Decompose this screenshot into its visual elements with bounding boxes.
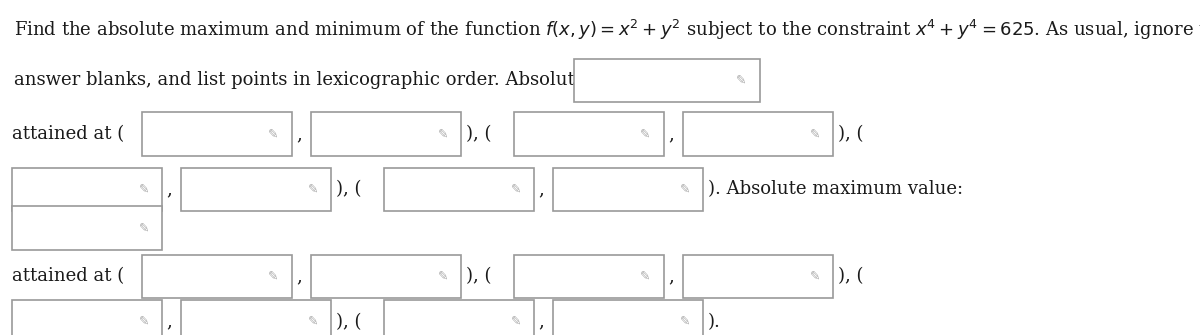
Text: ), (: ), ( xyxy=(336,313,361,331)
FancyBboxPatch shape xyxy=(384,300,534,335)
Text: ), (: ), ( xyxy=(336,180,361,198)
FancyBboxPatch shape xyxy=(553,300,703,335)
FancyBboxPatch shape xyxy=(514,255,664,298)
Text: answer blanks, and list points in lexicographic order. Absolute minimum value:: answer blanks, and list points in lexico… xyxy=(14,71,739,89)
FancyBboxPatch shape xyxy=(311,255,461,298)
Text: ✎: ✎ xyxy=(737,74,746,87)
Text: attained at (: attained at ( xyxy=(12,267,125,285)
Text: ), (: ), ( xyxy=(838,125,863,143)
Text: ✎: ✎ xyxy=(438,270,448,283)
FancyBboxPatch shape xyxy=(311,112,461,156)
FancyBboxPatch shape xyxy=(574,59,760,102)
Text: ✎: ✎ xyxy=(269,270,278,283)
FancyBboxPatch shape xyxy=(142,255,292,298)
Text: ✎: ✎ xyxy=(139,221,149,234)
FancyBboxPatch shape xyxy=(553,168,703,211)
FancyBboxPatch shape xyxy=(12,300,162,335)
FancyBboxPatch shape xyxy=(181,300,331,335)
Text: ,: , xyxy=(167,313,173,331)
Text: ,: , xyxy=(296,267,302,285)
Text: ✎: ✎ xyxy=(680,183,690,196)
Text: ✎: ✎ xyxy=(810,128,820,140)
Text: ,: , xyxy=(539,180,545,198)
Text: ), (: ), ( xyxy=(838,267,863,285)
FancyBboxPatch shape xyxy=(683,112,833,156)
FancyBboxPatch shape xyxy=(142,112,292,156)
Text: ✎: ✎ xyxy=(511,183,521,196)
Text: ,: , xyxy=(668,267,674,285)
Text: ), (: ), ( xyxy=(466,125,491,143)
Text: ,: , xyxy=(167,180,173,198)
Text: ,: , xyxy=(296,125,302,143)
Text: ), (: ), ( xyxy=(466,267,491,285)
Text: ✎: ✎ xyxy=(641,128,650,140)
Text: ,: , xyxy=(668,125,674,143)
FancyBboxPatch shape xyxy=(181,168,331,211)
Text: Find the absolute maximum and minimum of the function $f(x, y) = x^2 + y^2$ subj: Find the absolute maximum and minimum of… xyxy=(14,18,1200,42)
Text: ✎: ✎ xyxy=(680,315,690,328)
Text: attained at (: attained at ( xyxy=(12,125,125,143)
FancyBboxPatch shape xyxy=(384,168,534,211)
Text: ✎: ✎ xyxy=(139,315,149,328)
Text: ✎: ✎ xyxy=(308,183,318,196)
Text: ).: ). xyxy=(708,313,721,331)
Text: ✎: ✎ xyxy=(810,270,820,283)
Text: ✎: ✎ xyxy=(641,270,650,283)
FancyBboxPatch shape xyxy=(12,206,162,250)
FancyBboxPatch shape xyxy=(514,112,664,156)
Text: ✎: ✎ xyxy=(308,315,318,328)
FancyBboxPatch shape xyxy=(683,255,833,298)
Text: ✎: ✎ xyxy=(139,183,149,196)
Text: ). Absolute maximum value:: ). Absolute maximum value: xyxy=(708,180,964,198)
FancyBboxPatch shape xyxy=(12,168,162,211)
Text: ✎: ✎ xyxy=(511,315,521,328)
Text: ✎: ✎ xyxy=(438,128,448,140)
Text: ✎: ✎ xyxy=(269,128,278,140)
Text: ,: , xyxy=(539,313,545,331)
